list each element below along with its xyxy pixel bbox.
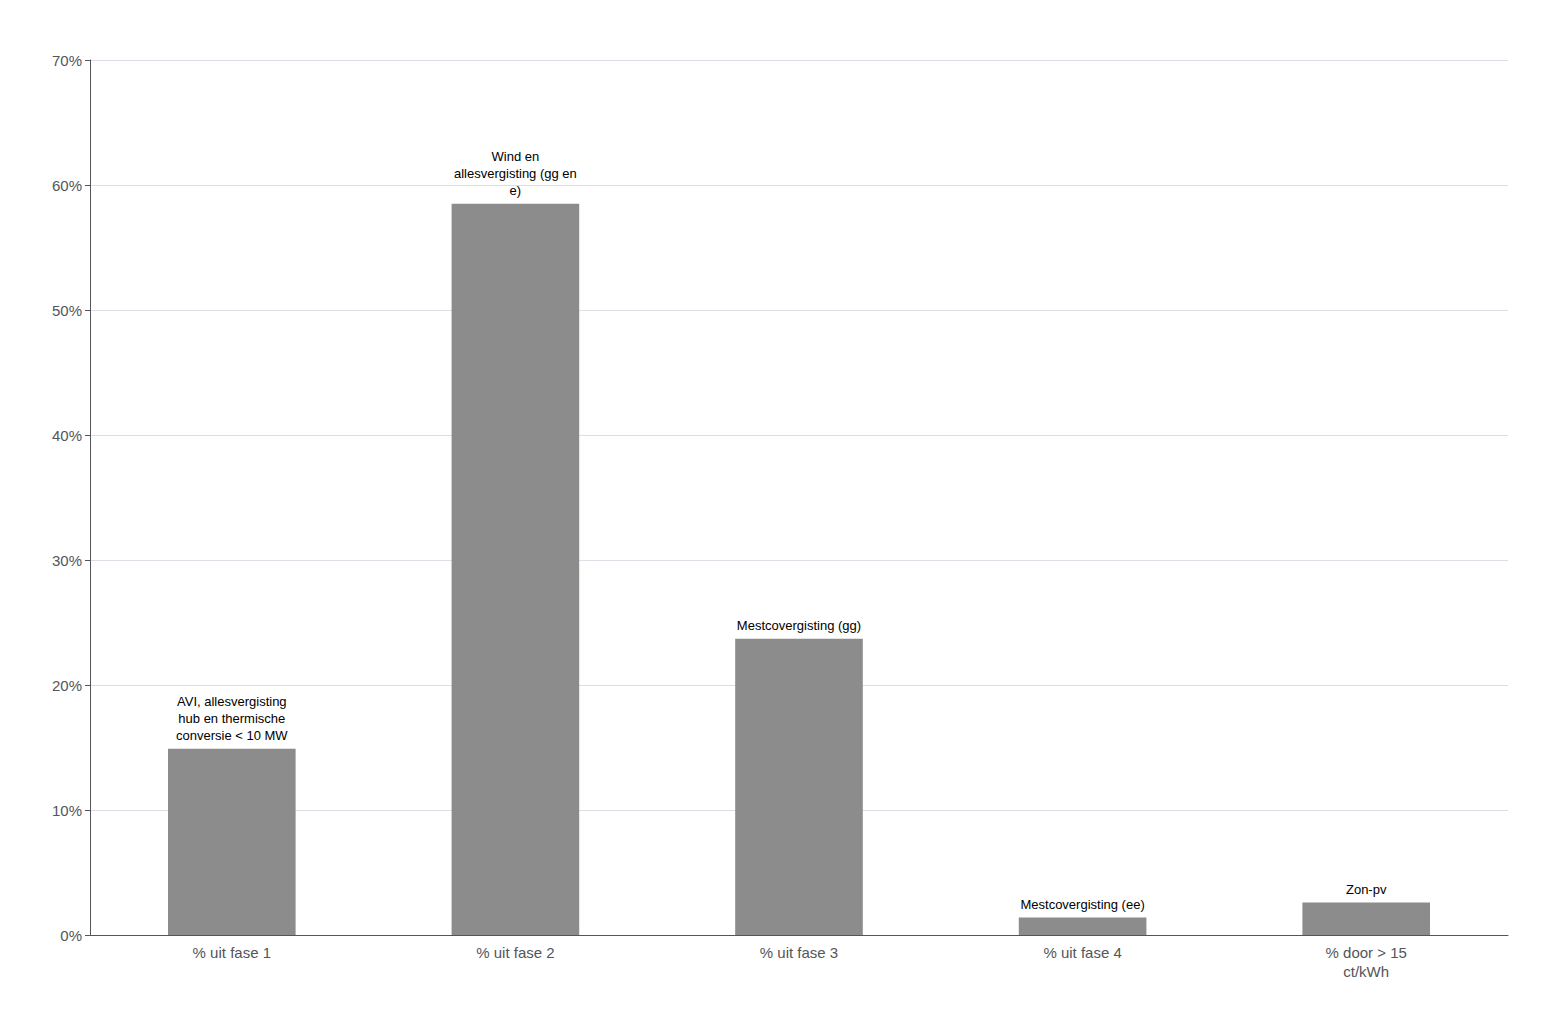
svg-text:allesvergisting (gg en: allesvergisting (gg en <box>454 166 577 181</box>
svg-text:% uit fase 3: % uit fase 3 <box>760 944 838 961</box>
svg-text:70%: 70% <box>52 52 82 69</box>
svg-text:Wind en: Wind en <box>492 149 540 164</box>
svg-text:Mestcovergisting (gg): Mestcovergisting (gg) <box>737 618 861 633</box>
svg-text:60%: 60% <box>52 177 82 194</box>
svg-text:AVI, allesvergisting: AVI, allesvergisting <box>177 694 287 709</box>
svg-text:e): e) <box>510 183 522 198</box>
svg-text:% door > 15: % door > 15 <box>1326 944 1407 961</box>
svg-text:% uit fase 4: % uit fase 4 <box>1043 944 1121 961</box>
svg-text:10%: 10% <box>52 802 82 819</box>
svg-text:conversie < 10 MW: conversie < 10 MW <box>176 728 288 743</box>
svg-text:30%: 30% <box>52 552 82 569</box>
svg-text:20%: 20% <box>52 677 82 694</box>
svg-text:Zon-pv: Zon-pv <box>1346 882 1387 897</box>
svg-text:50%: 50% <box>52 302 82 319</box>
svg-text:40%: 40% <box>52 427 82 444</box>
svg-text:% uit fase 2: % uit fase 2 <box>476 944 554 961</box>
svg-text:0%: 0% <box>60 927 82 944</box>
svg-text:Mestcovergisting (ee): Mestcovergisting (ee) <box>1020 897 1144 912</box>
svg-text:hub en thermische: hub en thermische <box>178 711 285 726</box>
svg-text:% uit fase 1: % uit fase 1 <box>193 944 271 961</box>
svg-text:ct/kWh: ct/kWh <box>1343 963 1389 980</box>
